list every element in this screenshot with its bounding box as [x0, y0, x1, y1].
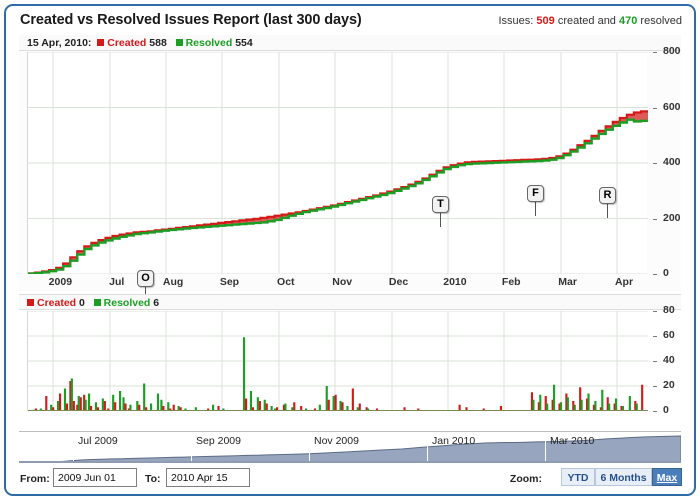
- x-tick-label: 2010: [443, 276, 467, 288]
- lower-chart-legend: Created 0 Resolved 6: [19, 294, 681, 310]
- y-tick-mark: [653, 218, 657, 220]
- lower-y-tick-label: 80: [663, 304, 675, 316]
- y-tick-label: 400: [663, 156, 681, 168]
- chart-flag-t[interactable]: T: [432, 196, 449, 213]
- chart-flag-f[interactable]: F: [527, 185, 544, 202]
- page-title: Created vs Resolved Issues Report (last …: [20, 12, 362, 28]
- x-tick-label: Nov: [332, 276, 353, 288]
- range-navigator[interactable]: Jul 2009 Sep 2009 Nov 2009 Jan 2010 Mar 2010: [19, 431, 681, 463]
- legend-created-value: 588: [149, 37, 167, 49]
- from-label: From:: [20, 473, 50, 485]
- lower-y-tick-label: 60: [663, 329, 675, 341]
- lower-y-tick-mark: [653, 336, 657, 337]
- x-tick-label: Jul: [109, 276, 125, 288]
- y-tick-label: 200: [663, 211, 681, 224]
- navigator-divider: [545, 432, 546, 461]
- lower-chart: Created 0 Resolved 6 0 20 40 60 80: [19, 294, 681, 430]
- x-tick-label: Oct: [277, 276, 295, 288]
- lower-y-tick-label: 40: [663, 354, 675, 366]
- flag-stem: [607, 204, 608, 218]
- zoom-option-6-months[interactable]: 6 Months: [595, 468, 652, 486]
- y-tick-mark: [653, 274, 657, 275]
- y-tick-mark: [653, 107, 657, 109]
- x-tick-label: 2009: [48, 276, 73, 288]
- created-count: 509: [536, 15, 555, 27]
- lower-y-tick-label: 0: [663, 404, 669, 416]
- navigator-label: Sep 2009: [196, 435, 241, 447]
- y-tick-mark: [653, 163, 657, 164]
- lower-legend-resolved-label: Resolved: [103, 297, 151, 309]
- issue-summary-prefix: Issues:: [498, 15, 534, 27]
- lower-y-tick-mark: [653, 411, 657, 412]
- x-tick-label: Sep: [219, 276, 240, 288]
- legend-resolved-value: 554: [235, 37, 253, 49]
- main-plot-area: [27, 51, 650, 275]
- x-tick-label: Apr: [614, 276, 634, 288]
- lower-y-tick-mark: [653, 311, 657, 312]
- y-tick-mark: [653, 52, 657, 53]
- legend-date: 15 Apr, 2010:: [27, 37, 92, 49]
- created-swatch-icon: [97, 38, 105, 46]
- lower-y-tick-mark: [653, 361, 657, 362]
- lower-legend-resolved-value: 6: [153, 297, 160, 309]
- navigator-label: Jan 2010: [432, 435, 476, 447]
- navigator-label: Mar 2010: [550, 435, 595, 447]
- navigator-label: Nov 2009: [314, 435, 359, 447]
- y-tick-label: 800: [663, 45, 681, 57]
- to-label: To:: [145, 473, 161, 485]
- resolved-word: resolved: [640, 15, 682, 27]
- created-swatch-icon: [27, 298, 34, 306]
- navigator-divider: [191, 432, 192, 461]
- zoom-option-max[interactable]: Max: [652, 468, 682, 486]
- from-date-input[interactable]: [53, 468, 137, 487]
- to-date-input[interactable]: [166, 468, 250, 487]
- x-tick-label: Mar: [558, 276, 577, 288]
- report-header: Created vs Resolved Issues Report (last …: [6, 6, 694, 34]
- flag-stem: [440, 213, 441, 227]
- lower-legend-created-value: 0: [79, 297, 85, 309]
- y-tick-label: 0: [663, 267, 669, 279]
- main-chart-legend: 15 Apr, 2010: Created 588 Resolved 554: [19, 35, 681, 51]
- lower-y-tick-mark: [653, 386, 657, 387]
- issue-summary: Issues: 509 created and 470 resolved: [498, 15, 682, 27]
- navigator-series: [61, 435, 681, 461]
- x-tick-label: Aug: [162, 276, 184, 288]
- zoom-option-ytd[interactable]: YTD: [561, 468, 595, 486]
- resolved-count: 470: [619, 15, 638, 27]
- resolved-swatch-icon: [93, 298, 101, 306]
- y-tick-label: 600: [663, 100, 681, 113]
- legend-created-label: Created: [107, 37, 147, 49]
- main-x-axis: 2009 Jul Aug Sep Oct Nov Dec 2010 Feb Mar Apr: [27, 275, 649, 291]
- lower-legend-created-label: Created: [37, 297, 77, 309]
- x-tick-label: Feb: [501, 276, 521, 288]
- navigator-divider: [309, 432, 310, 461]
- zoom-label: Zoom:: [509, 473, 542, 485]
- lower-y-axis: 0 20 40 60 80: [653, 304, 693, 416]
- navigator-divider: [73, 432, 74, 461]
- chart-flag-r[interactable]: R: [599, 187, 616, 204]
- lower-plot-area: [27, 310, 648, 412]
- lower-chart-svg: [28, 310, 648, 412]
- report-panel: Created vs Resolved Issues Report (last …: [4, 4, 696, 496]
- main-y-axis: 0 200 400 600 800: [653, 45, 693, 279]
- created-word: created and: [557, 15, 616, 27]
- navigator-label: Jul 2009: [78, 435, 118, 447]
- x-tick-label: Dec: [388, 276, 409, 288]
- chart-flag-o[interactable]: O: [137, 270, 154, 287]
- navigator-divider: [427, 432, 428, 461]
- legend-resolved-label: Resolved: [185, 37, 233, 49]
- resolved-swatch-icon: [175, 38, 183, 46]
- main-chart: 15 Apr, 2010: Created 588 Resolved 554 0…: [19, 35, 681, 301]
- lower-y-tick-label: 20: [663, 379, 675, 391]
- flag-stem: [535, 202, 536, 216]
- main-chart-svg: [28, 51, 650, 275]
